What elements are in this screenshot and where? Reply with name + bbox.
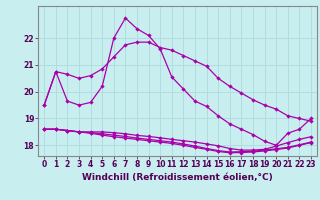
X-axis label: Windchill (Refroidissement éolien,°C): Windchill (Refroidissement éolien,°C) xyxy=(82,173,273,182)
